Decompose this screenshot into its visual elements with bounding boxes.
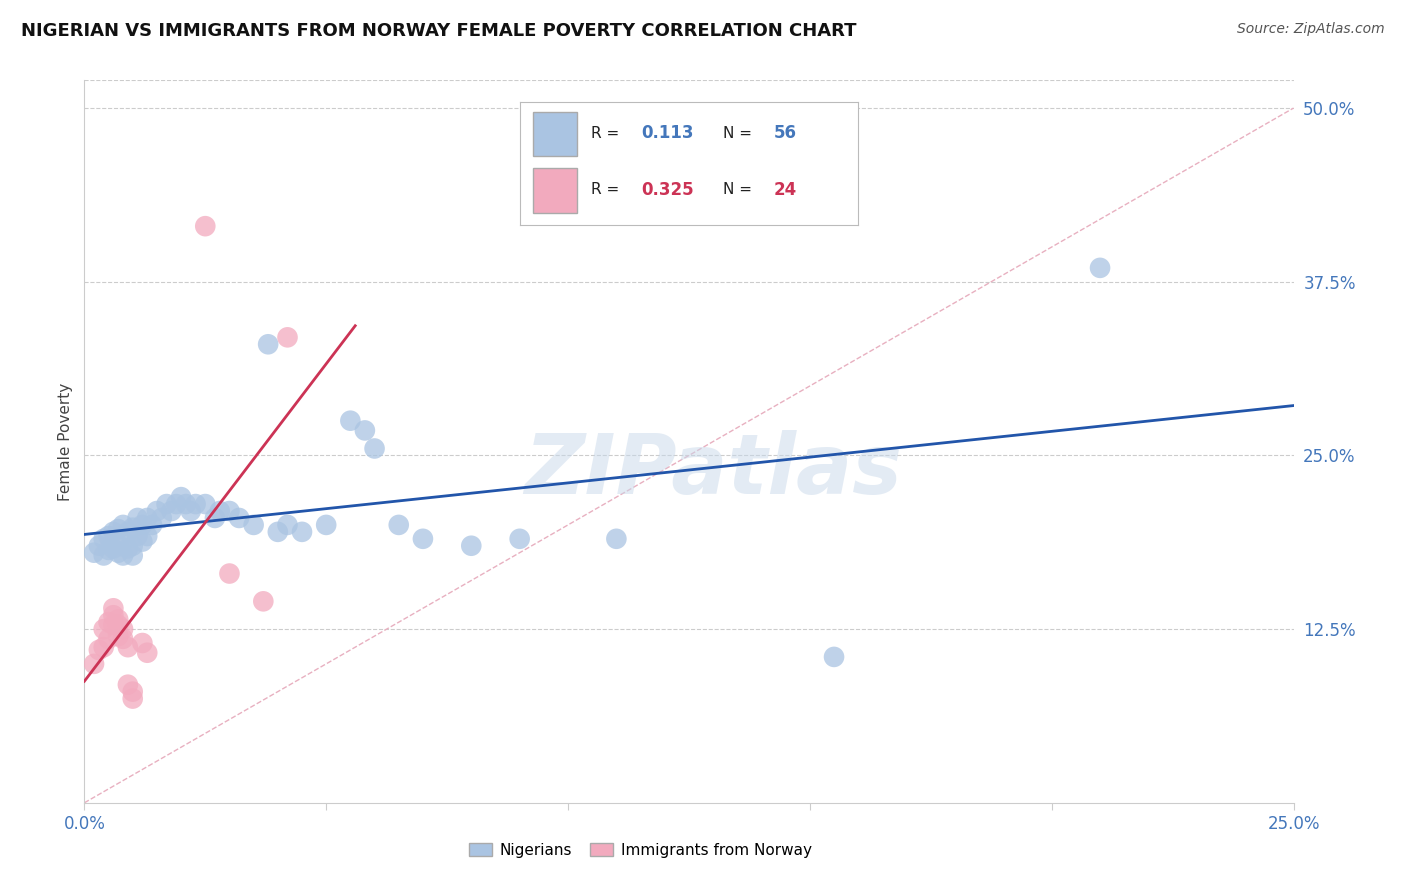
Point xyxy=(136,529,159,543)
Point xyxy=(165,497,187,511)
Point xyxy=(1088,260,1111,275)
Point xyxy=(127,529,149,543)
Point xyxy=(208,504,231,518)
Text: ZIPatlas: ZIPatlas xyxy=(524,430,903,511)
Point xyxy=(97,529,120,543)
Point xyxy=(412,532,434,546)
Point xyxy=(267,524,290,539)
Point xyxy=(228,511,250,525)
Point xyxy=(291,524,314,539)
Point xyxy=(131,636,153,650)
Point xyxy=(83,546,105,560)
Point xyxy=(276,517,298,532)
Point xyxy=(339,414,361,428)
Point xyxy=(141,517,163,532)
Point xyxy=(184,497,207,511)
Point xyxy=(136,511,159,525)
Point xyxy=(150,511,173,525)
Point xyxy=(103,524,125,539)
Point xyxy=(252,594,274,608)
Point xyxy=(136,646,159,660)
Point xyxy=(363,442,385,456)
Point xyxy=(174,497,197,511)
Point xyxy=(605,532,627,546)
Point xyxy=(315,517,337,532)
Point xyxy=(155,497,177,511)
Point xyxy=(97,632,120,646)
Point xyxy=(93,640,115,655)
Point xyxy=(460,539,482,553)
Point xyxy=(112,632,135,646)
Point xyxy=(103,618,125,632)
Point xyxy=(276,330,298,344)
Point xyxy=(93,549,115,563)
Point xyxy=(107,546,129,560)
Point xyxy=(180,504,202,518)
Point xyxy=(103,541,125,556)
Point xyxy=(97,615,120,630)
Point xyxy=(93,622,115,636)
Point xyxy=(87,539,110,553)
Text: NIGERIAN VS IMMIGRANTS FROM NORWAY FEMALE POVERTY CORRELATION CHART: NIGERIAN VS IMMIGRANTS FROM NORWAY FEMAL… xyxy=(21,22,856,40)
Point xyxy=(93,532,115,546)
Point xyxy=(257,337,280,351)
Point xyxy=(121,521,143,535)
Point xyxy=(117,541,139,556)
Legend: Nigerians, Immigrants from Norway: Nigerians, Immigrants from Norway xyxy=(463,837,818,863)
Point xyxy=(107,537,129,551)
Point xyxy=(112,622,135,636)
Point xyxy=(107,629,129,643)
Point xyxy=(194,497,217,511)
Point xyxy=(97,542,120,557)
Point xyxy=(194,219,217,234)
Point xyxy=(103,608,125,623)
Point xyxy=(117,524,139,539)
Point xyxy=(354,424,377,438)
Point xyxy=(127,511,149,525)
Point xyxy=(117,640,139,655)
Point xyxy=(121,684,143,698)
Point xyxy=(83,657,105,671)
Point xyxy=(204,511,226,525)
Point xyxy=(170,490,193,504)
Point xyxy=(121,549,143,563)
Point xyxy=(160,504,183,518)
Point xyxy=(388,517,411,532)
Text: Source: ZipAtlas.com: Source: ZipAtlas.com xyxy=(1237,22,1385,37)
Point xyxy=(823,649,845,664)
Point xyxy=(112,534,135,549)
Point xyxy=(107,522,129,536)
Point xyxy=(242,517,264,532)
Point xyxy=(131,534,153,549)
Point xyxy=(218,504,240,518)
Point xyxy=(146,504,169,518)
Point xyxy=(107,612,129,626)
Point xyxy=(121,691,143,706)
Point xyxy=(509,532,531,546)
Y-axis label: Female Poverty: Female Poverty xyxy=(58,383,73,500)
Point xyxy=(107,618,129,632)
Point xyxy=(131,517,153,532)
Point xyxy=(117,678,139,692)
Point xyxy=(87,643,110,657)
Point xyxy=(112,517,135,532)
Point xyxy=(112,549,135,563)
Point xyxy=(218,566,240,581)
Point xyxy=(121,539,143,553)
Point xyxy=(103,601,125,615)
